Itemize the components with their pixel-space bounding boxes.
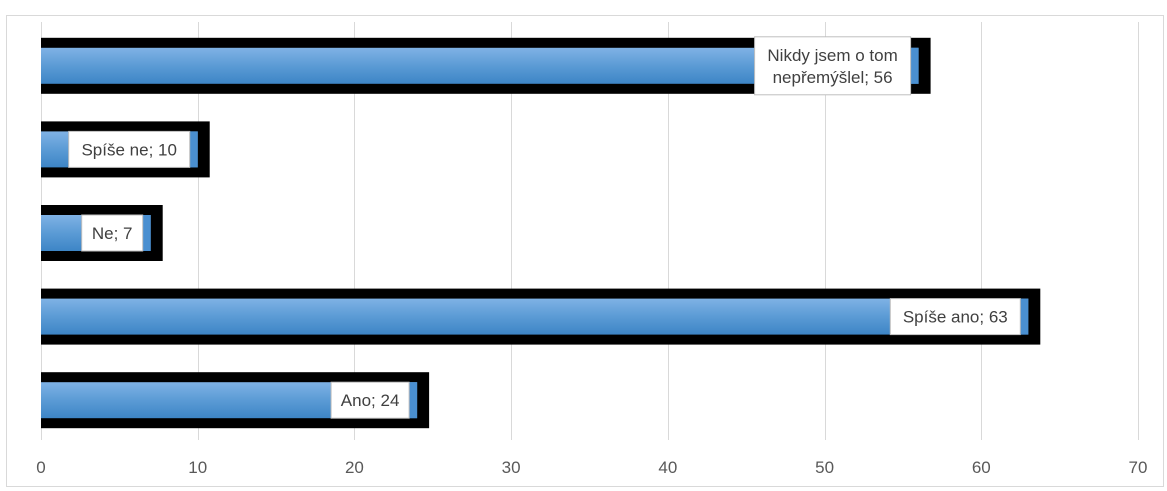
x-axis-ticks: 0 10 20 30 40 50 60 70 <box>36 458 1147 477</box>
x-tick-label: 60 <box>972 458 991 477</box>
x-tick-label: 20 <box>345 458 364 477</box>
x-tick-label: 0 <box>36 458 45 477</box>
bar-3 <box>41 298 1029 335</box>
x-tick-label: 70 <box>1129 458 1148 477</box>
data-label: Nikdy jsem o tom <box>767 46 897 65</box>
data-label-box <box>889 298 1021 336</box>
data-label-box <box>330 381 410 419</box>
bars <box>41 37 1041 429</box>
data-label-box <box>68 130 191 168</box>
bar-end <box>910 47 919 84</box>
bar-end <box>409 382 418 419</box>
bar-end <box>1020 298 1029 335</box>
x-tick-label: 10 <box>188 458 207 477</box>
data-labels: Nikdy jsem o tom nepřemýšlel; 56 Spíše ne;… <box>68 36 1021 419</box>
data-label: nepřemýšlel; 56 <box>773 68 893 87</box>
x-tick-label: 30 <box>502 458 521 477</box>
data-label-box <box>754 36 912 96</box>
bar-end <box>142 215 151 251</box>
data-label: Ano; 24 <box>341 391 400 410</box>
bar-end <box>189 131 198 168</box>
x-tick-label: 50 <box>815 458 834 477</box>
data-label: Spíše ano; 63 <box>903 308 1008 327</box>
data-label-box <box>81 214 144 252</box>
data-label: Spíše ne; 10 <box>81 140 176 159</box>
data-label: Ne; 7 <box>92 224 133 243</box>
x-tick-label: 40 <box>658 458 677 477</box>
